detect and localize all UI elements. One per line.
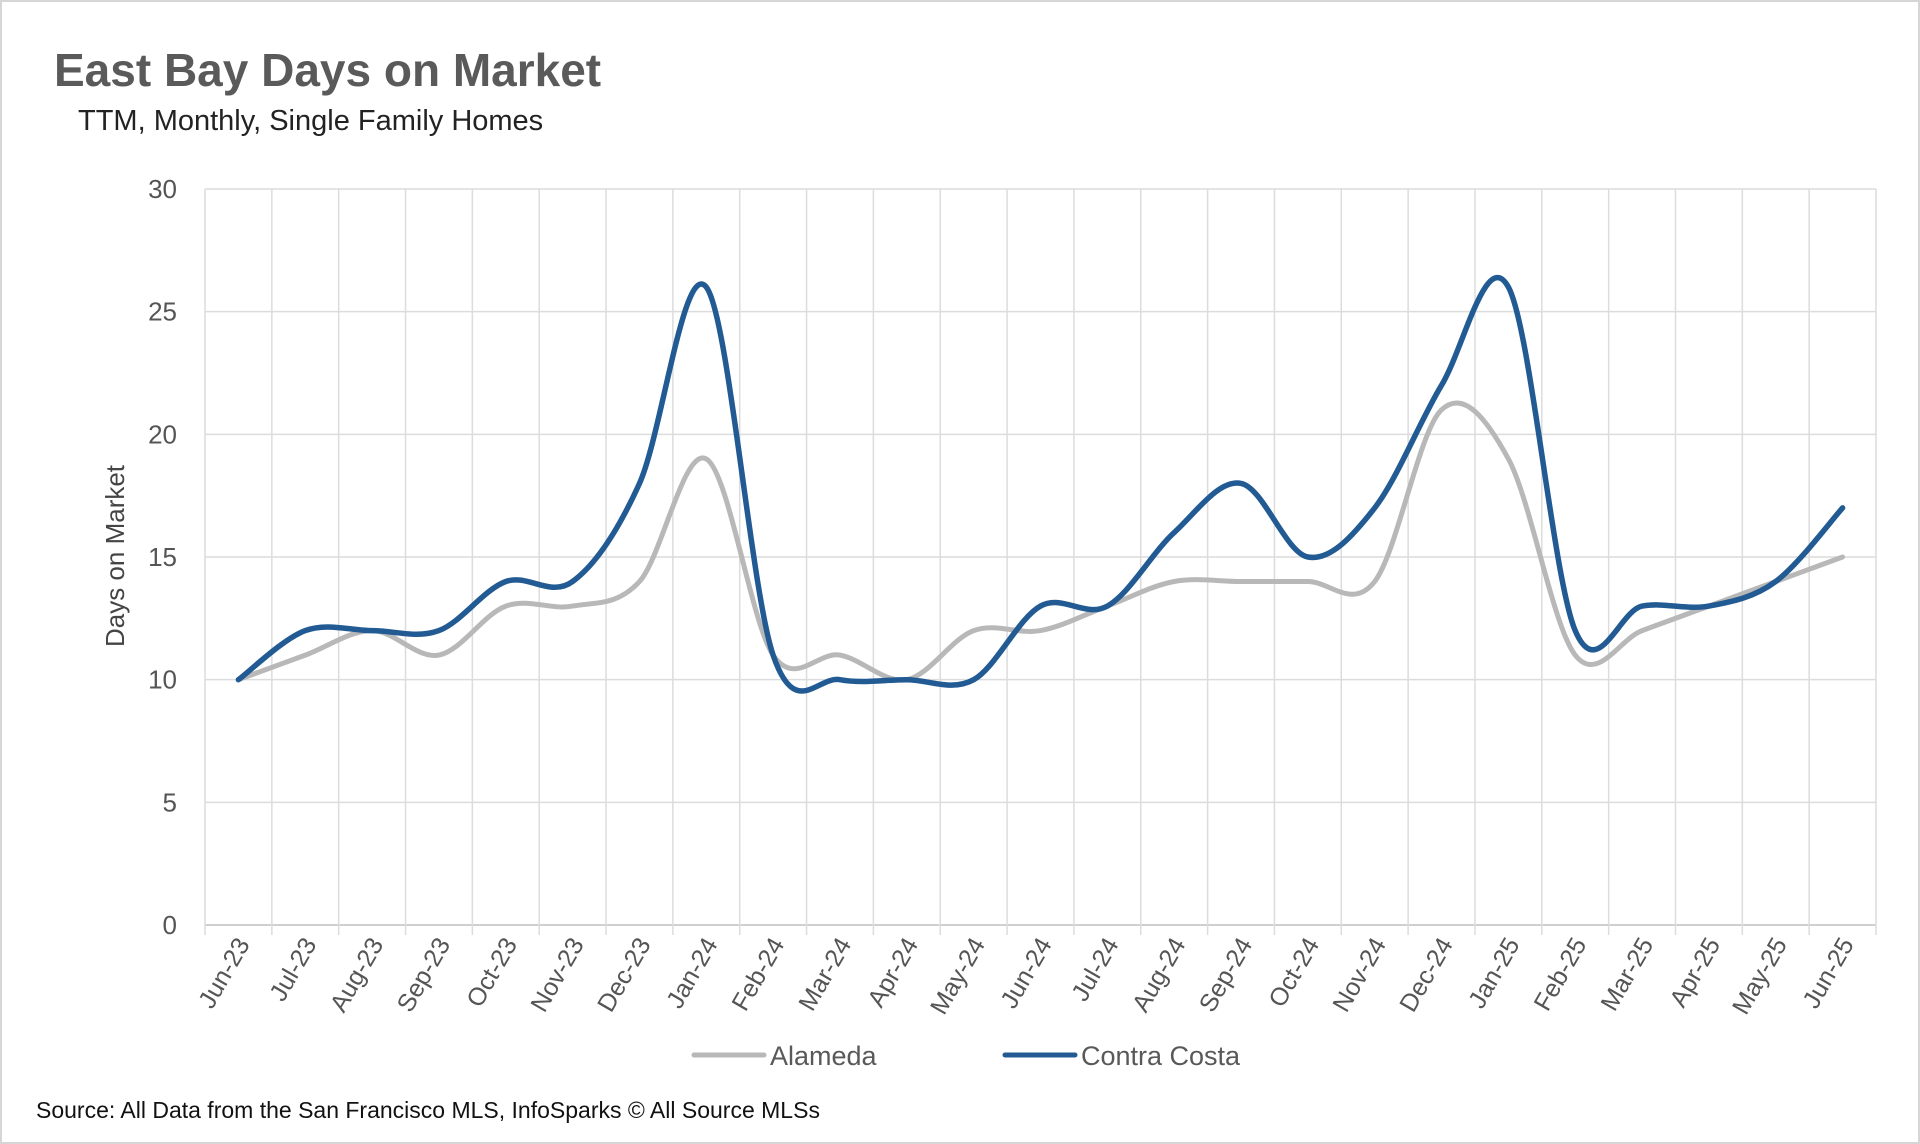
legend-label-alameda: Alameda — [770, 1041, 878, 1071]
series-lines — [235, 274, 1846, 694]
x-tick-label-mar-25: Mar-25 — [1595, 933, 1659, 1016]
x-tick-label-may-24: May-24 — [925, 933, 991, 1019]
x-tick-label-dec-23: Dec-23 — [592, 933, 657, 1017]
series-points-contra-costa — [235, 284, 1845, 683]
series-line-alameda — [235, 400, 1846, 683]
x-axis-ticks: Jun-23 Jul-23 Aug-23 Sep-23 Oct-23 Nov-23 Dec-… — [193, 933, 1860, 1019]
y-tick-label-20: 20 — [148, 419, 177, 449]
gridlines — [204, 188, 1877, 935]
y-axis-ticks: 0 5 10 15 20 25 30 — [148, 174, 177, 940]
x-tick-label-aug-24: Aug-24 — [1127, 933, 1192, 1017]
x-tick-label-may-25: May-25 — [1727, 933, 1793, 1019]
y-axis-label: Days on Market — [100, 464, 130, 647]
x-tick-label-feb-24: Feb-24 — [726, 933, 790, 1016]
x-tick-label-nov-24: Nov-24 — [1327, 933, 1392, 1017]
x-tick-label-apr-24: Apr-24 — [862, 933, 924, 1012]
chart-title: East Bay Days on Market — [54, 44, 601, 96]
x-tick-label-jun-25: Jun-25 — [1797, 933, 1859, 1013]
x-tick-label-sep-24: Sep-24 — [1194, 933, 1259, 1017]
x-tick-label-aug-23: Aug-23 — [325, 933, 390, 1017]
x-tick-label-apr-25: Apr-25 — [1664, 933, 1726, 1012]
legend: Alameda Contra Costa — [691, 1041, 1241, 1071]
x-tick-label-mar-24: Mar-24 — [793, 933, 857, 1016]
x-tick-label-jul-23: Jul-23 — [264, 933, 322, 1006]
x-tick-label-nov-23: Nov-23 — [525, 933, 590, 1017]
series-line-contra-costa — [235, 274, 1846, 694]
x-tick-label-jun-24: Jun-24 — [995, 933, 1058, 1013]
x-tick-label-jun-23: Jun-23 — [193, 933, 255, 1013]
x-tick-label-oct-24: Oct-24 — [1263, 933, 1325, 1012]
x-tick-label-oct-23: Oct-23 — [461, 933, 523, 1012]
legend-label-contra-costa: Contra Costa — [1081, 1041, 1241, 1071]
x-tick-label-jul-24: Jul-24 — [1066, 933, 1124, 1006]
source-note: Source: All Data from the San Francisco … — [36, 1097, 820, 1123]
x-tick-label-dec-24: Dec-24 — [1394, 933, 1459, 1017]
y-tick-label-5: 5 — [163, 787, 177, 817]
x-tick-label-jan-24: Jan-24 — [661, 933, 724, 1013]
x-tick-label-feb-25: Feb-25 — [1529, 933, 1593, 1016]
x-tick-label-jan-25: Jan-25 — [1463, 933, 1525, 1013]
y-tick-label-10: 10 — [148, 665, 177, 695]
chart-subtitle: TTM, Monthly, Single Family Homes — [78, 105, 543, 137]
y-tick-label-0: 0 — [163, 910, 177, 940]
y-tick-label-30: 30 — [148, 174, 177, 204]
y-tick-label-15: 15 — [148, 542, 177, 572]
y-tick-label-25: 25 — [148, 297, 177, 327]
x-tick-label-sep-23: Sep-23 — [392, 933, 457, 1017]
